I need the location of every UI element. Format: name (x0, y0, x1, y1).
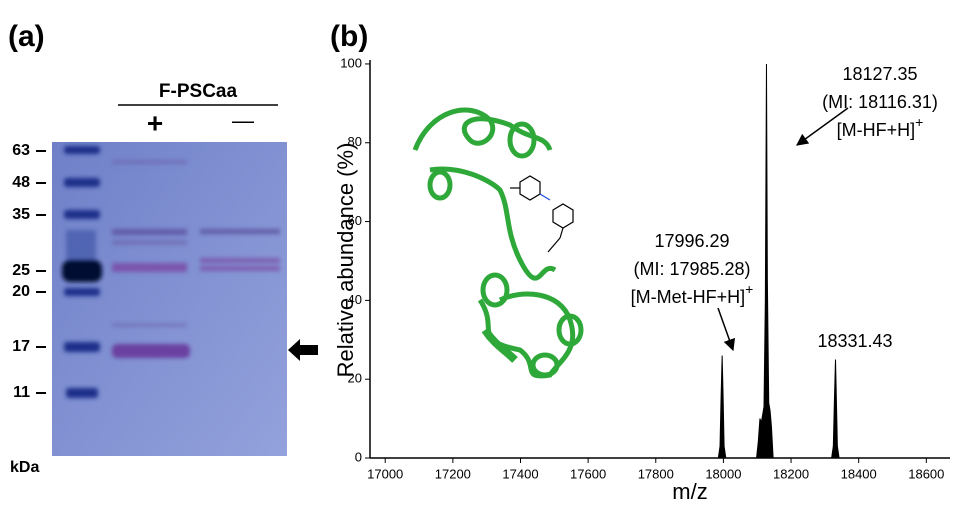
arrow (288, 339, 318, 361)
protein-structure (412, 107, 584, 379)
charge: + (745, 281, 753, 297)
gel-image (52, 142, 287, 456)
y-tick-label: 100 (340, 55, 362, 70)
x-tick-label: 18000 (705, 466, 741, 481)
charge: + (915, 114, 923, 130)
y-tick-label: 0 (355, 449, 362, 464)
ion: [M-Met-HF+H] (631, 287, 746, 307)
marker-label: 63 (12, 142, 30, 159)
annotation: 18331.43 (817, 331, 892, 351)
x-tick-label: 18600 (908, 466, 944, 481)
lane-label: + (147, 107, 163, 138)
y-tick-label: 80 (348, 134, 362, 149)
annotation-ion: [M-Met-HF+H]+ (631, 281, 754, 307)
gel-header: F-PSCaa (159, 81, 238, 102)
annotation-ion: [M-HF+H]+ (837, 114, 924, 140)
spectrum (385, 63, 927, 459)
y-tick-label: 40 (348, 292, 362, 307)
annotation: (MI: 18116.31) (822, 92, 938, 112)
marker-label: 25 (12, 262, 30, 279)
marker-labels: 63 48 35 25 20 17 11 (12, 142, 46, 401)
x-axis-label: m/z (672, 479, 707, 504)
panel-label: (b) (330, 20, 368, 53)
annotation-arrow (796, 107, 849, 146)
marker-label: 11 (13, 384, 30, 401)
x-tick-label: 17800 (638, 466, 674, 481)
x-tick-label: 17000 (367, 466, 403, 481)
lane-label: — (232, 108, 254, 133)
annotation: (MI: 17985.28) (633, 259, 750, 279)
marker-label: 17 (12, 338, 30, 355)
marker-label: 48 (12, 174, 30, 191)
annotation: 18127.35 (842, 64, 917, 84)
y-tick-label: 20 (348, 371, 362, 386)
ion: [M-HF+H] (837, 120, 916, 140)
chemical-group (510, 175, 574, 253)
annotation-arrow (717, 307, 736, 352)
y-tick-label: 60 (348, 213, 362, 228)
x-tick-label: 18400 (841, 466, 877, 481)
x-tick-label: 17400 (502, 466, 538, 481)
y-axis-label: Relative abundance (%) (333, 143, 358, 378)
x-tick-label: 18200 (773, 466, 809, 481)
marker-label: 20 (12, 283, 30, 300)
x-tick-label: 17200 (435, 466, 471, 481)
unit-label: kDa (10, 459, 39, 476)
annotation: 17996.29 (654, 231, 729, 251)
x-tick-label: 17600 (570, 466, 606, 481)
panel-label: (a) (8, 20, 45, 53)
marker-label: 35 (12, 206, 30, 223)
